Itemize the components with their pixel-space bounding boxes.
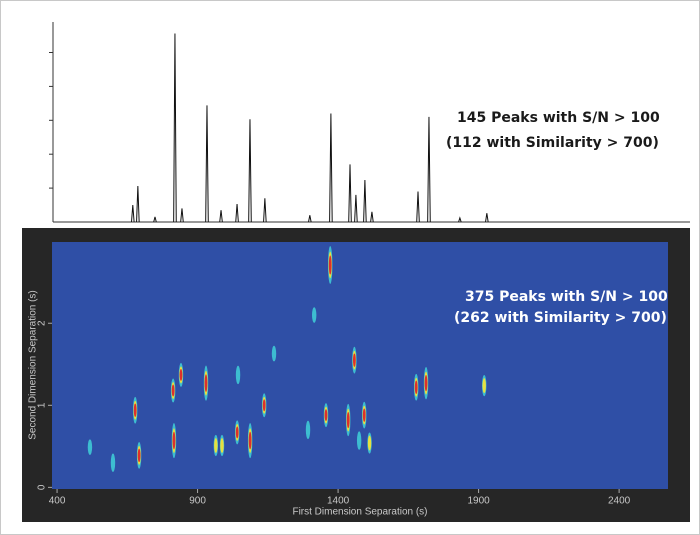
peak <box>131 205 135 223</box>
spot <box>219 434 225 457</box>
annotation: (262 with Similarity > 700) <box>454 310 667 326</box>
spot-core <box>172 431 176 450</box>
spot <box>235 365 241 385</box>
spot-core <box>424 375 428 392</box>
peak <box>219 210 223 223</box>
annotation: 145 Peaks with S/N > 100 <box>457 110 660 126</box>
spot <box>311 307 317 323</box>
spot-mid <box>367 435 372 451</box>
spot <box>203 365 209 401</box>
spot <box>247 422 253 459</box>
peak <box>427 116 431 223</box>
spot <box>352 346 357 374</box>
peak <box>180 208 184 223</box>
annotation: (112 with Similarity > 700) <box>446 135 659 151</box>
spot-core <box>262 399 266 412</box>
peak <box>416 191 420 223</box>
spot-core <box>248 431 252 450</box>
spot <box>362 401 367 429</box>
spot-core <box>137 448 141 463</box>
peak <box>235 203 239 223</box>
spot <box>328 245 333 284</box>
spot <box>170 378 176 403</box>
spot-mid <box>220 438 224 453</box>
peak <box>173 33 177 223</box>
spot-core <box>352 353 356 367</box>
peak <box>370 211 374 223</box>
spot <box>213 434 219 457</box>
peak <box>458 216 462 223</box>
spot <box>356 431 362 450</box>
spot <box>305 420 311 440</box>
x-tick-label: 1400 <box>327 496 350 507</box>
spot <box>110 453 116 472</box>
annotation: 375 Peaks with S/N > 100 <box>465 289 668 305</box>
peak <box>153 216 157 223</box>
spot <box>367 432 372 454</box>
x-tick-label: 2400 <box>608 496 631 507</box>
spot <box>423 366 429 400</box>
peak <box>263 198 267 223</box>
peak <box>248 119 252 223</box>
peak <box>136 186 140 223</box>
spot-halo <box>235 365 241 385</box>
spot-core <box>171 384 175 397</box>
x-axis-label: First Dimension Separation (s) <box>292 507 427 518</box>
peak <box>485 213 489 223</box>
spot <box>132 396 138 424</box>
spot-core <box>362 408 366 422</box>
spot-core <box>133 403 137 417</box>
spot <box>234 420 240 445</box>
spot-mid <box>482 378 486 394</box>
spot-core <box>346 411 350 429</box>
peak <box>354 194 358 223</box>
spot-core <box>324 409 328 422</box>
spot-halo <box>356 431 362 450</box>
spot <box>136 441 142 469</box>
spot <box>171 422 177 459</box>
spot <box>87 439 93 455</box>
spot-halo <box>305 420 311 440</box>
y-tick-label: 2 <box>37 320 48 326</box>
spot <box>323 403 329 428</box>
peak <box>329 113 333 223</box>
peak <box>363 179 367 223</box>
spot <box>261 393 267 418</box>
peak <box>308 215 312 223</box>
spot <box>482 375 487 397</box>
spot-halo <box>311 307 317 323</box>
spot-halo <box>110 453 116 472</box>
spot-mid <box>214 438 218 453</box>
spot <box>271 345 277 362</box>
spot <box>345 403 351 437</box>
peak <box>205 105 209 223</box>
y-tick-label: 0 <box>37 484 48 490</box>
x-tick-label: 900 <box>189 496 206 507</box>
y-axis-label: Second Dimension Separation (s) <box>28 290 39 440</box>
spot-core <box>414 380 418 394</box>
spot-core <box>235 426 239 439</box>
spot <box>414 373 419 401</box>
y-tick-label: 1 <box>37 402 48 408</box>
peak <box>348 164 352 223</box>
x-tick-label: 1900 <box>467 496 490 507</box>
x-tick-label: 400 <box>49 496 66 507</box>
spot <box>178 362 184 387</box>
spot-core <box>179 368 183 381</box>
spot-core <box>328 255 332 275</box>
spot-halo <box>87 439 93 455</box>
plot-area <box>52 242 668 489</box>
spot-core <box>204 374 208 392</box>
spot-halo <box>271 345 277 362</box>
